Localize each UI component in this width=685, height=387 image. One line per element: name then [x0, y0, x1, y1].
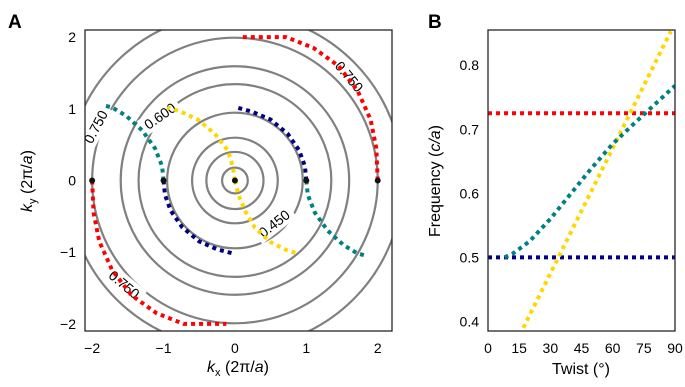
panel-b-x-tick-label: 90 — [667, 340, 683, 356]
contour-ring-1 — [205, 150, 265, 211]
contour-label-bg-0 — [328, 53, 371, 100]
panel-a-x-tick-label: −2 — [84, 340, 100, 356]
panel-a-x-axis-label: kx (2π/a) — [207, 359, 269, 379]
panel-a-series-5 — [304, 180, 368, 258]
contour-ring-4 — [137, 83, 333, 278]
panel-a-frame — [84, 29, 393, 332]
panel-a-series-1 — [232, 180, 299, 256]
panel-a-marker-3 — [374, 177, 381, 184]
contour-label-bg-2 — [251, 202, 298, 245]
panel-b-series-2 — [521, 30, 673, 329]
panel-b-series — [488, 30, 675, 329]
panel-b-x-tick-label: 60 — [605, 340, 621, 356]
panel-a-markers — [89, 177, 381, 184]
panel-b-y-tick-label: 0.6 — [460, 185, 480, 201]
panel-b-y-tick-label: 0.8 — [460, 57, 480, 73]
panel-b-y-tick-label: 0.5 — [460, 249, 480, 265]
contour-label-bg-1 — [136, 96, 184, 136]
panel-b-x-tick-label: 45 — [574, 340, 590, 356]
panel-a-series-3 — [161, 180, 235, 256]
panel-label-b: B — [428, 12, 442, 33]
panel-b-series-3 — [503, 84, 675, 260]
contour-ring-5 — [119, 65, 351, 296]
panel-b-y-ticks: 0.4 0.5 0.6 0.7 0.8 — [460, 57, 480, 329]
panel-a-series — [90, 35, 380, 326]
panel-label-a: A — [8, 12, 22, 33]
panel-a-series-7 — [90, 180, 227, 326]
panel-a-y-ticks: −2 −1 0 1 2 — [60, 29, 76, 332]
panel-a-y-tick-label: 2 — [68, 29, 76, 45]
contour-ring-3 — [166, 111, 304, 250]
contour-ring-0 — [220, 166, 249, 195]
panel-a-marker-1 — [303, 177, 310, 184]
panel-a-series-6 — [240, 35, 380, 181]
contour-ring-2 — [190, 136, 279, 225]
panel-b-x-tick-label: 30 — [543, 340, 559, 356]
panel-a-x-tick-label: 0 — [231, 340, 239, 356]
panel-a-marker-0 — [231, 177, 238, 184]
panel-a-y-tick-label: 1 — [68, 101, 76, 117]
panel-b-y-tick-label: 0.4 — [460, 313, 480, 329]
panel-a-x-tick-label: 2 — [374, 340, 382, 356]
panel-a-marker-4 — [89, 177, 96, 184]
panel-b-plot: 0 15 30 45 60 75 90 0.40.50.60.70.8 Twist (°) … — [427, 29, 683, 378]
panel-b-x-axis-label: Twist (°) — [552, 361, 610, 378]
panel-a-x-tick-label: 1 — [302, 340, 310, 356]
panel-b-x-tick-label: 0 — [484, 340, 492, 356]
panel-a-y-tick-label: −1 — [60, 244, 76, 260]
panel-b-x-tick-label: 75 — [636, 340, 652, 356]
panel-a-series-2 — [235, 105, 309, 181]
panel-a-marker-2 — [160, 177, 167, 184]
panel-a-y-axis-label: ky (2π/a) — [19, 150, 39, 212]
panel-a-y-tick-label: −2 — [60, 316, 76, 332]
panel-b-y-axis-label: Frequency (c/a) — [427, 125, 444, 237]
panel-a-y-tick-label: 0 — [68, 173, 76, 189]
panel-a-x-tick-label: −1 — [156, 340, 172, 356]
panel-b-x-tick-label: 15 — [511, 340, 527, 356]
panel-b-x-ticks: 0 15 30 45 60 75 90 — [484, 340, 683, 356]
panel-a-series-0 — [166, 105, 237, 181]
panel-b-frame — [487, 29, 676, 332]
panel-b-y-tick-label: 0.7 — [460, 121, 480, 137]
contour-label-bg-3 — [77, 103, 114, 151]
panel-a-x-ticks: −2 −1 0 1 2 — [84, 340, 382, 356]
